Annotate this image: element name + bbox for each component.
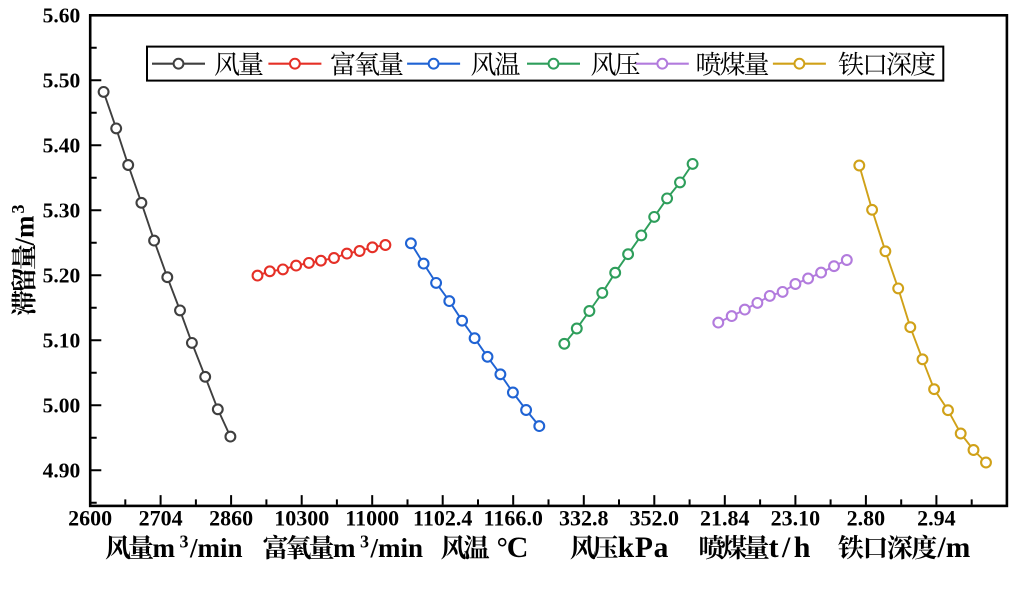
svg-text:2600: 2600	[68, 505, 112, 530]
svg-text:2.80: 2.80	[847, 505, 886, 530]
svg-text:5.20: 5.20	[43, 264, 81, 288]
svg-text:5.00: 5.00	[43, 394, 81, 418]
svg-text:1102.4: 1102.4	[413, 505, 472, 530]
svg-text:C: C	[507, 531, 529, 564]
svg-text:5.10: 5.10	[43, 329, 81, 353]
svg-text:3: 3	[180, 532, 189, 552]
svg-text:21.84: 21.84	[700, 505, 750, 530]
svg-text:10300: 10300	[274, 505, 329, 530]
svg-text:4.90: 4.90	[43, 459, 81, 483]
svg-text:m: m	[153, 533, 176, 563]
svg-text:kPa: kPa	[618, 532, 669, 564]
svg-text:5.60: 5.60	[43, 4, 81, 28]
svg-text:3: 3	[8, 205, 28, 214]
svg-text:/min: /min	[189, 533, 243, 563]
svg-text:3: 3	[360, 532, 369, 552]
svg-text:t/h: t/h	[769, 531, 814, 564]
svg-text:°: °	[497, 533, 508, 564]
svg-text:11000: 11000	[345, 505, 399, 530]
svg-text:332.8: 332.8	[559, 505, 609, 530]
svg-text:2860: 2860	[209, 505, 253, 530]
svg-text:/m: /m	[9, 215, 39, 247]
svg-text:/min: /min	[370, 533, 424, 563]
svg-text:5.50: 5.50	[43, 69, 81, 93]
svg-text:5.30: 5.30	[43, 199, 81, 223]
svg-text:5.40: 5.40	[43, 134, 81, 158]
svg-text:2704: 2704	[139, 505, 183, 530]
svg-text:2.94: 2.94	[917, 505, 956, 530]
svg-text:23.10: 23.10	[771, 505, 821, 530]
svg-text:/m: /m	[937, 532, 971, 564]
svg-text:1166.0: 1166.0	[484, 505, 543, 530]
svg-text:m: m	[333, 533, 356, 563]
svg-text:352.0: 352.0	[630, 505, 680, 530]
